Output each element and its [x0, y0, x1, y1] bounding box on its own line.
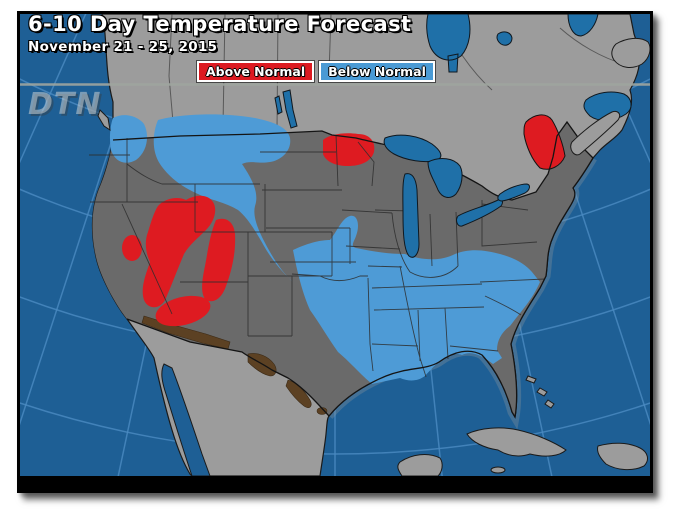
- legend-below-normal-label: Below Normal: [328, 64, 426, 79]
- map-frame: DTN DTN: [17, 11, 653, 493]
- us-outline: [112, 120, 594, 419]
- legend-above-normal: Above Normal: [197, 61, 315, 82]
- bahamas: [525, 375, 555, 409]
- below-normal-regions: [109, 114, 540, 384]
- legend-above-normal-label: Above Normal: [206, 64, 306, 79]
- hudson-bay: [426, 14, 471, 73]
- bottom-black-bar: [20, 476, 650, 490]
- islands: [97, 37, 650, 477]
- region-central-california: [122, 235, 142, 261]
- region-eastern-utah: [202, 218, 236, 302]
- newfoundland: [611, 37, 650, 68]
- yucatan: [397, 454, 443, 477]
- legend: Above Normal Below Normal: [197, 61, 435, 82]
- quebec-lake: [496, 31, 513, 46]
- above-normal-regions: [122, 114, 566, 327]
- legend-below-normal: Below Normal: [319, 61, 435, 82]
- vancouver-island: [97, 109, 111, 132]
- lake-michigan: [402, 173, 420, 258]
- state-borders: [89, 134, 546, 378]
- date-range: November 21 - 25, 2015: [28, 39, 218, 55]
- lake-ontario: [497, 183, 530, 202]
- region-maine: [523, 114, 566, 170]
- region-northern-plains: [153, 114, 293, 282]
- region-great-basin: [142, 195, 216, 308]
- region-arizona: [155, 295, 211, 327]
- region-northern-minnesota: [323, 133, 375, 166]
- lake-huron: [427, 158, 463, 198]
- page-title: 6-10 Day Temperature Forecast: [28, 12, 412, 36]
- ungava-bay: [567, 14, 599, 37]
- hispaniola: [597, 442, 648, 471]
- dtn-watermark: DTN: [28, 87, 101, 122]
- dtn-watermark-shadow: DTN: [30, 89, 103, 124]
- lake-winnipeg: [274, 89, 298, 129]
- forecast-map: DTN DTN: [20, 14, 650, 490]
- region-plains-southeast: [293, 215, 540, 384]
- lake-erie: [456, 199, 503, 227]
- lakes: [274, 14, 632, 258]
- cuba: [466, 427, 567, 457]
- nova-scotia: [570, 111, 621, 156]
- jamaica: [490, 466, 506, 474]
- gulf-of-california: [161, 363, 211, 477]
